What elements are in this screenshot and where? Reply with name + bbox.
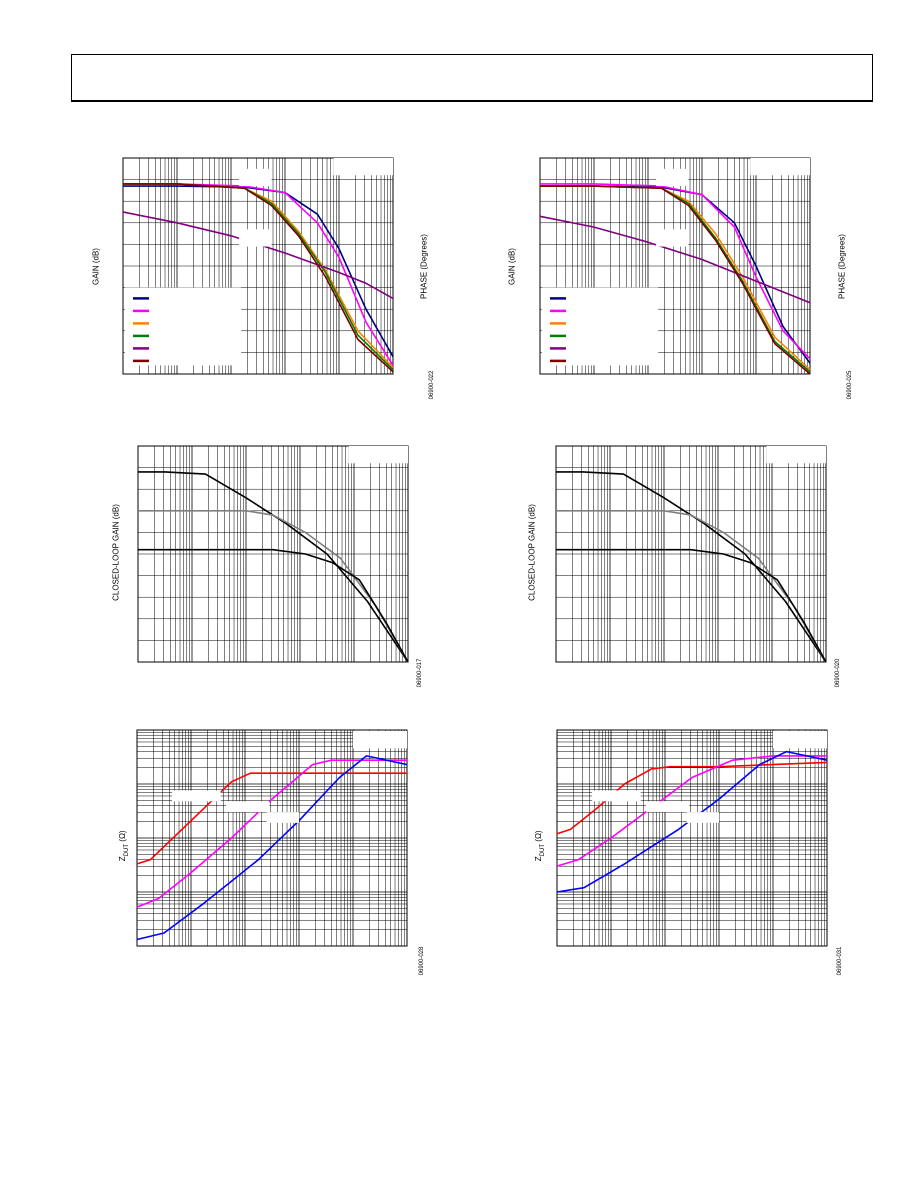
- grid: [136, 729, 408, 947]
- legend-box-top: [750, 158, 810, 176]
- figure-number-b1: 06900-025: [847, 370, 853, 400]
- plot-frame: [539, 157, 811, 375]
- annotation-box-3: [266, 812, 299, 823]
- annotation-box-3: [686, 812, 719, 823]
- figure-number-b3: 06900-031: [837, 946, 843, 976]
- series-line-3: [556, 548, 827, 663]
- annotation-box-1: [239, 168, 272, 187]
- phase-axis-label-b: PHASE (Degrees): [837, 234, 847, 299]
- zdut-chart-a: [136, 729, 408, 947]
- legend-box-top: [766, 446, 826, 464]
- series-line-1: [556, 761, 828, 835]
- figure-number-a1: 06900-022: [429, 370, 435, 400]
- series-line-3: [136, 755, 408, 941]
- gain-phase-chart-a: [122, 157, 394, 375]
- series-line-1: [556, 471, 827, 663]
- annotation-box-2: [656, 229, 689, 247]
- legend-box: [125, 287, 242, 366]
- series-line-1: [123, 185, 394, 358]
- legend-box-top: [348, 446, 408, 464]
- annotation-box-1: [656, 168, 689, 187]
- annotation-box-2: [646, 801, 690, 813]
- figure-number-b2: 06900-020: [835, 658, 841, 688]
- plot-frame: [556, 729, 828, 947]
- zdut-axis-label-a: ZDUT (Ω): [118, 830, 130, 862]
- series-line-5: [122, 211, 394, 300]
- series-line-3: [138, 548, 409, 663]
- closed-loop-chart-b: [555, 445, 827, 663]
- annotation-box-1: [592, 790, 641, 802]
- legend-box-top: [333, 158, 393, 176]
- plot-frame: [122, 157, 394, 375]
- grid: [137, 445, 409, 663]
- series-line-2: [136, 759, 407, 908]
- annotation-box-1: [172, 790, 221, 802]
- series-line-2: [540, 183, 811, 360]
- series-line-6: [540, 185, 811, 375]
- series-line-2: [556, 755, 827, 867]
- phase-axis-label-a: PHASE (Degrees): [419, 234, 429, 299]
- series-line-2: [138, 510, 409, 663]
- gain-phase-chart-b: [539, 157, 811, 375]
- grid: [556, 729, 828, 947]
- gain-axis-label-b: GAIN (dB): [507, 248, 517, 285]
- plot-frame: [136, 729, 408, 947]
- zdut-chart-b: [556, 729, 828, 947]
- page-header-box: [71, 54, 873, 102]
- legend-box-top: [353, 731, 407, 749]
- series-line-2: [556, 510, 827, 663]
- closed-loop-chart-a: [137, 445, 409, 663]
- legend-box-top: [773, 731, 827, 749]
- grid: [555, 445, 827, 663]
- zdut-axis-label-b: ZDUT (Ω): [534, 830, 546, 862]
- figure-number-a3: 06900-028: [419, 946, 425, 976]
- series-line-5: [539, 215, 811, 304]
- annotation-box-2: [226, 801, 270, 813]
- series-line-6: [123, 183, 394, 373]
- closed-loop-axis-label-a: CLOSED-LOOP GAIN (dB): [111, 504, 121, 601]
- figure-number-a2: 06900-017: [417, 658, 423, 688]
- plot-frame: [555, 445, 827, 663]
- annotation-box-2: [239, 229, 272, 247]
- closed-loop-axis-label-b: CLOSED-LOOP GAIN (dB): [527, 504, 537, 601]
- plot-frame: [137, 445, 409, 663]
- series-line-1: [138, 471, 409, 663]
- legend-box: [542, 287, 659, 366]
- gain-axis-label-a: GAIN (dB): [91, 248, 101, 285]
